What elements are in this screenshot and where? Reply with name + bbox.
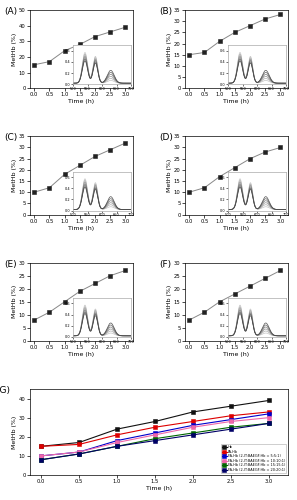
FA-Hb xyxy=(77,442,81,448)
FA-Hb (2-IT:BAEGF:Hb = 5:5:1) xyxy=(39,453,43,459)
Y-axis label: MetHb (%): MetHb (%) xyxy=(167,159,172,192)
Text: (B): (B) xyxy=(159,7,172,16)
FA-Hb xyxy=(191,418,195,424)
X-axis label: Time (h): Time (h) xyxy=(146,486,172,491)
FA-Hb (2-IT:BAEGF:Hb = 5:5:1) xyxy=(191,422,195,428)
FA-Hb (2-IT:BAEGF:Hb = 10:10:1) xyxy=(267,414,271,420)
Hb xyxy=(153,418,157,424)
Text: (G): (G) xyxy=(0,386,10,394)
Hb xyxy=(229,403,233,409)
Line: FA-Hb (2-IT:BAEGF:Hb = 10:10:1): FA-Hb (2-IT:BAEGF:Hb = 10:10:1) xyxy=(39,416,271,458)
FA-Hb (2-IT:BAEGF:Hb = 15:15:1) xyxy=(77,451,81,457)
Hb xyxy=(267,398,271,404)
FA-Hb (2-IT:BAEGF:Hb = 10:10:1) xyxy=(115,440,119,446)
FA-Hb (2-IT:BAEGF:Hb = 15:15:1) xyxy=(267,420,271,426)
Hb xyxy=(77,440,81,446)
FA-Hb (2-IT:BAEGF:Hb = 10:10:1) xyxy=(39,453,43,459)
Y-axis label: MetHb (%): MetHb (%) xyxy=(167,32,172,66)
FA-Hb (2-IT:BAEGF:Hb = 20:20:1) xyxy=(191,432,195,438)
FA-Hb (2-IT:BAEGF:Hb = 10:10:1) xyxy=(229,418,233,424)
Y-axis label: MetHb (%): MetHb (%) xyxy=(12,159,17,192)
Hb xyxy=(191,409,195,415)
Line: FA-Hb (2-IT:BAEGF:Hb = 15:15:1): FA-Hb (2-IT:BAEGF:Hb = 15:15:1) xyxy=(39,422,271,462)
Line: FA-Hb (2-IT:BAEGF:Hb = 20:20:1): FA-Hb (2-IT:BAEGF:Hb = 20:20:1) xyxy=(39,422,271,462)
Hb xyxy=(115,426,119,432)
Text: (D): (D) xyxy=(159,133,173,142)
FA-Hb (2-IT:BAEGF:Hb = 10:10:1) xyxy=(153,432,157,438)
Text: (A): (A) xyxy=(4,7,17,16)
Y-axis label: MetHb (%): MetHb (%) xyxy=(12,416,17,448)
FA-Hb (2-IT:BAEGF:Hb = 15:15:1) xyxy=(39,456,43,462)
FA-Hb (2-IT:BAEGF:Hb = 15:15:1) xyxy=(191,430,195,436)
Y-axis label: MetHb (%): MetHb (%) xyxy=(12,285,17,318)
X-axis label: Time (h): Time (h) xyxy=(68,100,94,104)
FA-Hb (2-IT:BAEGF:Hb = 15:15:1) xyxy=(153,436,157,442)
X-axis label: Time (h): Time (h) xyxy=(223,100,249,104)
FA-Hb xyxy=(229,412,233,418)
FA-Hb (2-IT:BAEGF:Hb = 5:5:1) xyxy=(153,430,157,436)
FA-Hb xyxy=(39,444,43,450)
Legend: Hb, FA-Hb, FA-Hb (2-IT:BAEGF:Hb = 5:5:1), FA-Hb (2-IT:BAEGF:Hb = 10:10:1), FA-Hb: Hb, FA-Hb, FA-Hb (2-IT:BAEGF:Hb = 5:5:1)… xyxy=(221,444,286,474)
FA-Hb (2-IT:BAEGF:Hb = 10:10:1) xyxy=(191,424,195,430)
FA-Hb (2-IT:BAEGF:Hb = 20:20:1) xyxy=(39,456,43,462)
FA-Hb (2-IT:BAEGF:Hb = 5:5:1) xyxy=(77,449,81,455)
X-axis label: Time (h): Time (h) xyxy=(223,226,249,231)
Line: FA-Hb: FA-Hb xyxy=(39,410,271,449)
X-axis label: Time (h): Time (h) xyxy=(68,226,94,231)
Hb xyxy=(39,444,43,450)
FA-Hb (2-IT:BAEGF:Hb = 5:5:1) xyxy=(229,416,233,422)
Text: (E): (E) xyxy=(4,260,17,268)
FA-Hb xyxy=(153,424,157,430)
FA-Hb (2-IT:BAEGF:Hb = 20:20:1) xyxy=(267,420,271,426)
FA-Hb (2-IT:BAEGF:Hb = 15:15:1) xyxy=(229,424,233,430)
Line: FA-Hb (2-IT:BAEGF:Hb = 5:5:1): FA-Hb (2-IT:BAEGF:Hb = 5:5:1) xyxy=(39,412,271,458)
Y-axis label: MetHb (%): MetHb (%) xyxy=(12,32,17,66)
FA-Hb (2-IT:BAEGF:Hb = 20:20:1) xyxy=(153,438,157,444)
Line: Hb: Hb xyxy=(39,398,271,448)
FA-Hb (2-IT:BAEGF:Hb = 20:20:1) xyxy=(229,426,233,432)
FA-Hb (2-IT:BAEGF:Hb = 20:20:1) xyxy=(77,451,81,457)
FA-Hb (2-IT:BAEGF:Hb = 10:10:1) xyxy=(77,449,81,455)
FA-Hb xyxy=(115,432,119,438)
FA-Hb (2-IT:BAEGF:Hb = 15:15:1) xyxy=(115,444,119,450)
X-axis label: Time (h): Time (h) xyxy=(68,352,94,357)
X-axis label: Time (h): Time (h) xyxy=(223,352,249,357)
Y-axis label: MetHb (%): MetHb (%) xyxy=(167,285,172,318)
Text: (C): (C) xyxy=(4,133,17,142)
FA-Hb (2-IT:BAEGF:Hb = 5:5:1) xyxy=(115,438,119,444)
FA-Hb (2-IT:BAEGF:Hb = 20:20:1) xyxy=(115,444,119,450)
Text: (F): (F) xyxy=(159,260,171,268)
FA-Hb xyxy=(267,409,271,415)
FA-Hb (2-IT:BAEGF:Hb = 5:5:1) xyxy=(267,411,271,417)
